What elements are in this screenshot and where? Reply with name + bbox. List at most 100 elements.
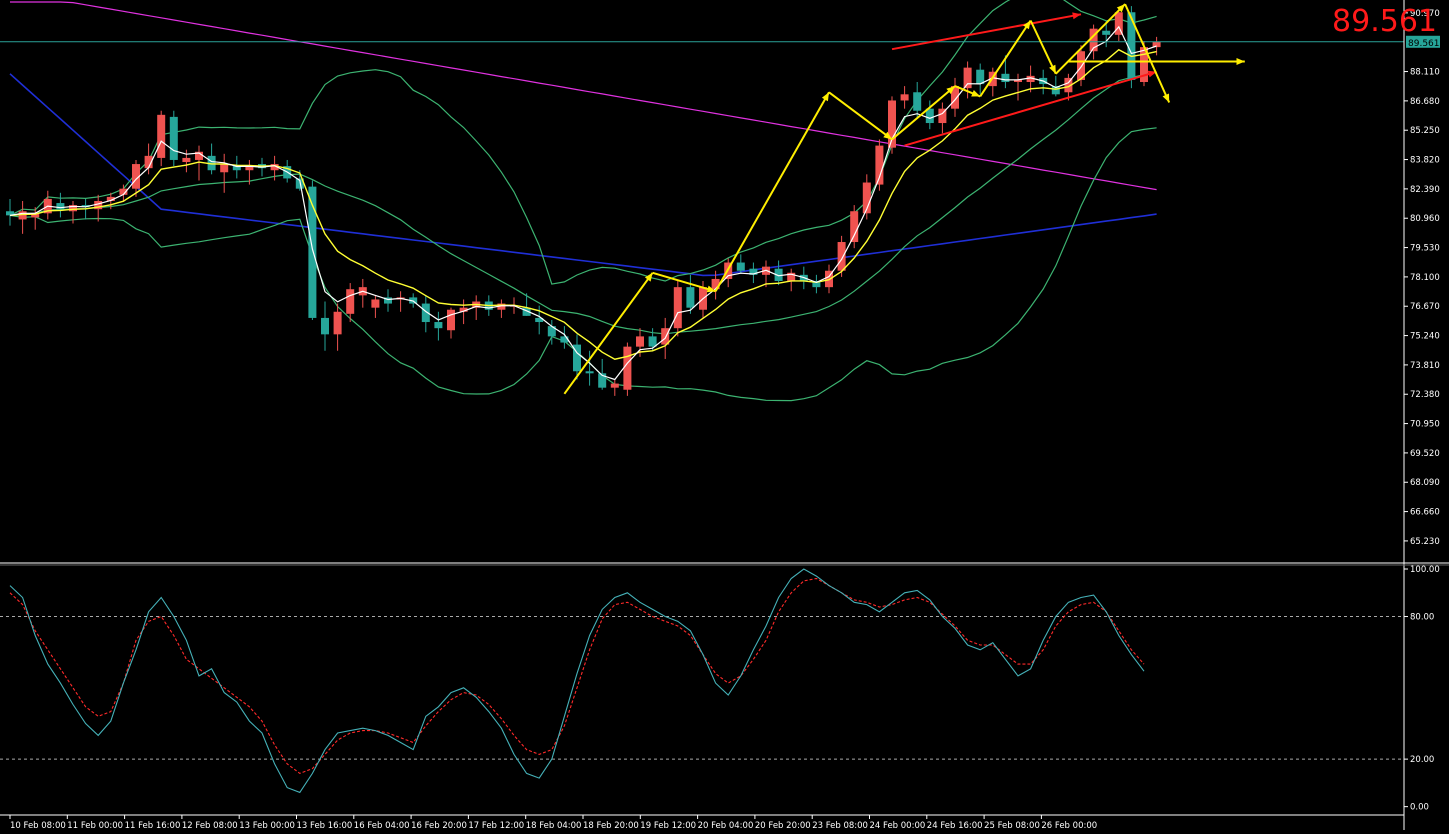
candle[interactable] <box>1051 75 1060 97</box>
candle[interactable] <box>673 281 682 337</box>
candle[interactable] <box>321 301 329 351</box>
candle[interactable] <box>182 149 191 173</box>
candle[interactable] <box>888 96 896 154</box>
candle[interactable] <box>220 153 229 193</box>
candle[interactable] <box>119 184 128 201</box>
candle[interactable] <box>18 200 27 234</box>
candle[interactable] <box>862 174 871 220</box>
candle[interactable] <box>1026 65 1035 93</box>
candle[interactable] <box>900 86 909 109</box>
candle[interactable] <box>384 289 392 312</box>
candle[interactable] <box>850 205 859 249</box>
candle[interactable] <box>207 143 216 175</box>
wave-arrow-8-head <box>1049 64 1056 74</box>
wave-arrow-8 <box>1029 20 1057 75</box>
price-tick-label: 76.670 <box>1410 302 1440 312</box>
channel-lower-red-arrow <box>904 70 1157 147</box>
candle[interactable] <box>573 334 581 380</box>
wave-arrow-9 <box>1055 3 1126 75</box>
candle[interactable] <box>648 328 657 351</box>
candle[interactable] <box>787 268 796 292</box>
price-tick-label: 79.530 <box>1410 244 1440 254</box>
candle[interactable] <box>43 190 52 220</box>
candle[interactable] <box>157 110 166 167</box>
candle[interactable] <box>497 299 506 318</box>
candle[interactable] <box>812 274 821 294</box>
candle[interactable] <box>434 311 443 341</box>
candle[interactable] <box>837 235 846 277</box>
price-tick-label: 72.380 <box>1410 390 1440 400</box>
candle-body <box>132 164 140 189</box>
candle[interactable] <box>232 155 241 179</box>
candle[interactable] <box>547 319 556 345</box>
wave-arrow-7 <box>979 19 1032 97</box>
time-tick-label: 20 Feb 04:00 <box>698 821 754 830</box>
candle[interactable] <box>169 110 178 167</box>
candle[interactable] <box>270 155 279 181</box>
price-panel <box>0 0 1404 402</box>
candle[interactable] <box>31 207 40 230</box>
time-tick-label: 23 Feb 08:00 <box>812 821 868 830</box>
candle[interactable] <box>447 307 455 339</box>
candle-body <box>673 287 682 329</box>
candle[interactable] <box>421 295 430 333</box>
candle[interactable] <box>913 82 922 119</box>
time-tick-label: 18 Feb 04:00 <box>526 821 582 830</box>
wave-arrow-4 <box>828 91 893 141</box>
candle-body <box>636 336 644 347</box>
candle[interactable] <box>144 143 153 175</box>
candle[interactable] <box>951 77 959 117</box>
candle[interactable] <box>623 342 632 396</box>
candle[interactable] <box>774 260 783 286</box>
candle-body <box>182 157 191 163</box>
candle[interactable] <box>875 139 884 191</box>
candle[interactable] <box>938 102 947 134</box>
wave-arrow-4-head <box>883 131 892 140</box>
candle[interactable] <box>598 358 607 390</box>
candle[interactable] <box>6 198 14 226</box>
candle-body <box>157 114 166 158</box>
candle[interactable] <box>1001 55 1010 89</box>
candle[interactable] <box>333 303 342 351</box>
candle[interactable] <box>686 274 695 314</box>
candle[interactable] <box>1102 20 1111 48</box>
candle[interactable] <box>245 159 254 185</box>
time-tick-label: 17 Feb 12:00 <box>468 821 524 830</box>
price-tick-label: 88.110 <box>1410 68 1440 78</box>
candle[interactable] <box>925 100 934 130</box>
candle-body <box>1127 12 1136 80</box>
candle[interactable] <box>749 262 758 284</box>
candle[interactable] <box>522 293 531 316</box>
time-tick-label: 26 Feb 00:00 <box>1041 821 1097 830</box>
price-tick-label: 65.230 <box>1410 537 1440 547</box>
candle[interactable] <box>585 350 594 386</box>
candle[interactable] <box>56 192 65 218</box>
candle[interactable] <box>132 159 140 197</box>
candle-body <box>976 69 985 85</box>
candle[interactable] <box>711 270 720 300</box>
candle[interactable] <box>976 63 985 95</box>
candle[interactable] <box>195 145 203 181</box>
candle-body <box>837 242 846 271</box>
candle[interactable] <box>1114 8 1123 41</box>
candle-body <box>1077 51 1085 80</box>
price-tick-label: 75.240 <box>1410 332 1440 342</box>
candle[interactable] <box>396 291 405 312</box>
candle-body <box>1114 12 1123 35</box>
candle[interactable] <box>94 194 103 222</box>
candle[interactable] <box>358 278 367 308</box>
candle-body <box>951 86 959 109</box>
candle[interactable] <box>346 283 355 323</box>
candle[interactable] <box>610 379 619 396</box>
time-tick-label: 16 Feb 20:00 <box>411 821 467 830</box>
channel-lower-red-arrow-head <box>1147 70 1157 78</box>
candle[interactable] <box>736 254 745 273</box>
candle[interactable] <box>1014 73 1022 101</box>
stoch-tick-label: 20.00 <box>1410 755 1434 765</box>
candle[interactable] <box>69 200 77 224</box>
candle-body <box>232 166 241 171</box>
candle[interactable] <box>371 295 380 318</box>
candle[interactable] <box>560 326 569 349</box>
price-tick-label: 85.250 <box>1410 126 1440 136</box>
